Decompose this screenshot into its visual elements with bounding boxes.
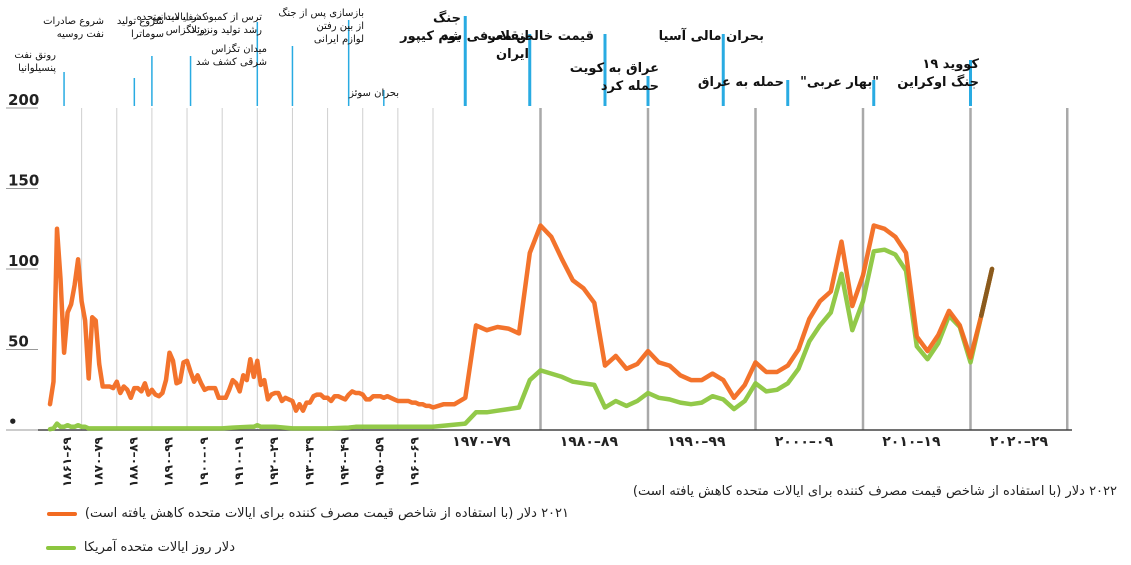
- x-tick-label: ۲۰۱۰–۱۹: [882, 434, 941, 450]
- legend-item-nominal: دلار روز ایالات متحده آمریکا: [45, 540, 235, 555]
- x-tick-label: ۱۹۲۰–۲۹: [267, 436, 281, 487]
- x-tick-label: ۱۹۹۰–۹۹: [667, 434, 726, 450]
- event-label: رونق نفت پنسیلوانیا: [14, 50, 56, 74]
- event-label: "بهار عربی": [800, 75, 879, 90]
- event-label: بحران سوئز: [348, 88, 399, 99]
- event-label: میدان تگزاس شرقی کشف شد: [196, 43, 267, 68]
- y-tick-label: •: [8, 413, 18, 431]
- event-label: شروع تولید سوماترا: [117, 16, 164, 40]
- event-label: کووید ۱۹ جنگ اوکراین: [897, 57, 979, 90]
- x-tick-label: ۱۹۳۰–۳۹: [302, 436, 316, 487]
- x-tick-label: ۱۸۷۰–۷۹: [91, 436, 105, 487]
- event-label: حمله به عراق: [698, 75, 784, 90]
- legend-swatch-nominal: [45, 545, 76, 550]
- x-tick-label: ۲۰۲۰–۲۹: [990, 434, 1049, 450]
- legend-swatch-real: [46, 511, 77, 516]
- event-label: قیمت خالص معرفی شد: [442, 29, 594, 44]
- x-tick-label: ۱۹۷۰–۷۹: [452, 434, 511, 450]
- y-tick-label: 150: [8, 172, 39, 190]
- x-tick-label: ۱۸۹۰–۹۹: [162, 436, 176, 487]
- event-label: ترس از کمبود در ایالات متحده رشد تولید ون…: [136, 12, 262, 36]
- x-tick-label: ۱۸۶۱–۶۹: [60, 436, 74, 487]
- y-tick-label: 100: [8, 252, 39, 270]
- y-tick-label: 50: [8, 333, 29, 351]
- x-tick-label: ۱۹۰۰–۰۹: [197, 436, 211, 487]
- event-label: شروع صادرات نفت روسیه: [43, 16, 104, 40]
- event-label: انقلاب ایران: [487, 29, 529, 62]
- x-tick-label: ۲۰۰۰–۰۹: [775, 434, 834, 450]
- series-line-real: [47, 223, 995, 413]
- x-tick-label: ۱۹۴۰–۴۹: [337, 436, 351, 487]
- series-line-nominal: [47, 247, 995, 432]
- series-overlap-segment: [979, 266, 995, 318]
- legend-item-real: ۲۰۲۱ دلار (با استفاده از شاخص قیمت مصرف …: [46, 506, 569, 521]
- x-tick-label: ۱۹۱۰–۱۹: [232, 436, 246, 487]
- x-tick-label: ۱۹۸۰–۸۹: [560, 434, 619, 450]
- x-tick-label: ۱۹۵۰–۵۹: [373, 436, 387, 487]
- event-label: جنگ یوم کیپور: [399, 10, 461, 44]
- event-label: کشف میدانی در تگزاس: [152, 12, 207, 36]
- event-label: عراق به کویت حمله کرد: [570, 61, 659, 94]
- legend-label-nominal: دلار روز ایالات متحده آمریکا: [83, 540, 235, 555]
- event-label: بحران مالی آسیا: [659, 27, 764, 44]
- chart-note: ۲۰۲۲ دلار (با استفاده از شاخص قیمت مصرف …: [632, 484, 1117, 499]
- legend-label-real: ۲۰۲۱ دلار (با استفاده از شاخص قیمت مصرف …: [84, 506, 569, 521]
- y-tick-label: 200: [8, 91, 39, 109]
- event-label: بازسازی پس از جنگ از بین رفتن لوازم ایرانی: [278, 7, 364, 45]
- x-tick-label: ۱۹۶۰–۶۹: [408, 436, 422, 487]
- x-tick-label: ۱۸۸۰–۸۹: [127, 436, 141, 487]
